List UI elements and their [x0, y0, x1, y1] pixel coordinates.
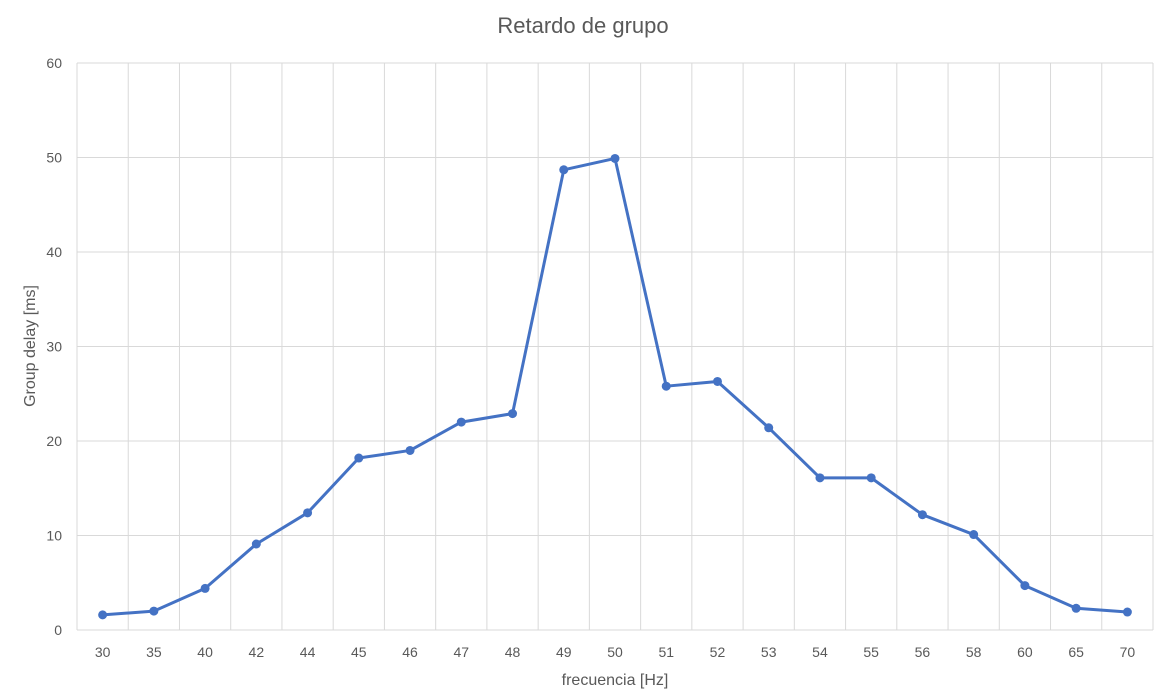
data-point [1122, 607, 1132, 617]
x-tick-label: 70 [1120, 644, 1136, 660]
y-tick-label: 0 [54, 622, 62, 638]
data-point [917, 510, 927, 520]
y-axis-title: Group delay [ms] [22, 285, 39, 407]
x-tick-label: 56 [915, 644, 931, 660]
data-point [610, 153, 620, 163]
data-point [661, 381, 671, 391]
x-tick-label: 55 [863, 644, 879, 660]
y-tick-label: 30 [46, 339, 62, 355]
x-tick-label: 40 [197, 644, 213, 660]
x-tick-label: 47 [453, 644, 469, 660]
x-tick-label: 49 [556, 644, 572, 660]
x-tick-label: 60 [1017, 644, 1033, 660]
x-axis-title: frecuencia [Hz] [562, 672, 669, 689]
data-point [764, 423, 774, 433]
data-point [303, 508, 313, 518]
y-tick-label: 20 [46, 433, 62, 449]
x-axis-ticks: 30 35 40 42 44 45 46 47 48 49 50 51 52 53 54 55 56 58 60 65… [95, 644, 1136, 660]
y-tick-label: 50 [46, 150, 62, 166]
y-tick-label: 60 [46, 55, 62, 71]
x-tick-label: 52 [710, 644, 726, 660]
data-point [354, 453, 364, 463]
data-point [251, 539, 261, 549]
data-point [559, 165, 569, 175]
data-point [456, 417, 466, 427]
data-point [866, 473, 876, 483]
x-tick-label: 46 [402, 644, 418, 660]
series-group [98, 153, 1132, 620]
x-tick-label: 35 [146, 644, 162, 660]
data-point [98, 610, 108, 620]
data-point [1020, 581, 1030, 591]
data-point [1071, 603, 1081, 613]
data-point [149, 606, 159, 616]
data-point [815, 473, 825, 483]
x-tick-label: 54 [812, 644, 828, 660]
x-tick-label: 44 [300, 644, 316, 660]
x-tick-label: 53 [761, 644, 777, 660]
x-tick-label: 42 [249, 644, 265, 660]
data-point [508, 409, 518, 419]
y-tick-label: 10 [46, 528, 62, 544]
x-tick-label: 50 [607, 644, 623, 660]
x-tick-label: 58 [966, 644, 982, 660]
y-tick-label: 40 [46, 244, 62, 260]
data-point [969, 530, 979, 540]
data-point [712, 376, 722, 386]
x-tick-label: 65 [1068, 644, 1084, 660]
data-point [200, 583, 210, 593]
x-tick-label: 48 [505, 644, 521, 660]
y-axis-ticks: 0 10 20 30 40 50 60 [46, 55, 62, 638]
x-tick-label: 30 [95, 644, 111, 660]
data-point [405, 445, 415, 455]
chart-title: Retardo de grupo [497, 13, 668, 38]
x-tick-label: 51 [658, 644, 674, 660]
x-tick-label: 45 [351, 644, 367, 660]
gridlines [76, 62, 1154, 631]
